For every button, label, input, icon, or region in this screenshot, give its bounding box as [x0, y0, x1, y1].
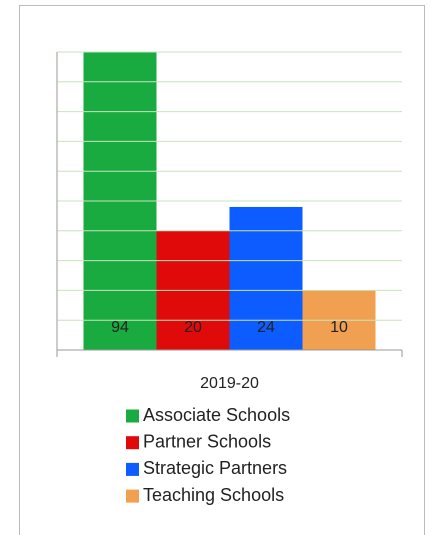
legend-swatch [126, 462, 139, 476]
data-label: 20 [184, 319, 202, 336]
legend-swatch [126, 489, 139, 503]
x-tick-label: 2019-20 [200, 375, 259, 392]
data-label: 10 [330, 319, 348, 336]
legend-label: Partner Schools [143, 431, 271, 451]
data-label: 24 [257, 319, 275, 336]
data-label: 94 [111, 319, 129, 336]
legend-swatch [126, 409, 139, 423]
legend-label: Strategic Partners [143, 458, 287, 478]
legend-label: Associate Schools [143, 405, 290, 425]
legend-swatch [126, 436, 139, 450]
legend-label: Teaching Schools [143, 485, 284, 505]
